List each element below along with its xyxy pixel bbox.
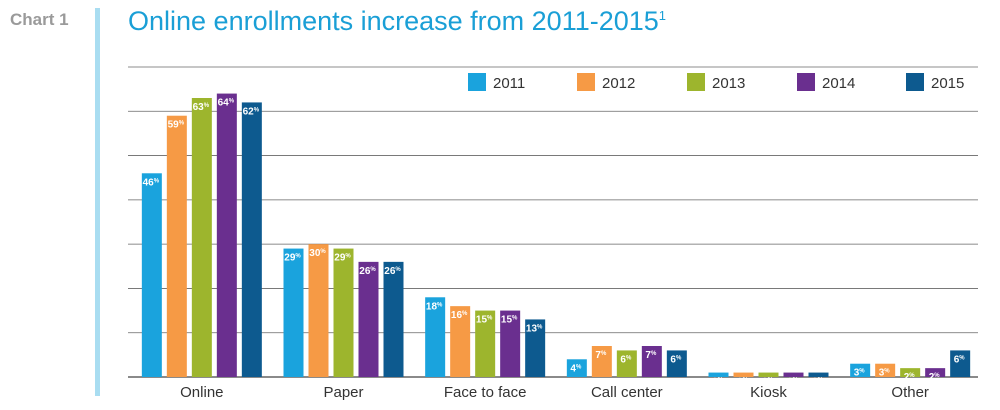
- bar: [900, 368, 921, 377]
- category-labels: Online Paper Face to face Call center Kiosk O…: [180, 384, 929, 401]
- legend-label: 2014: [822, 75, 855, 92]
- bar: [641, 346, 662, 377]
- bar: [666, 350, 687, 377]
- bar-value-label: 1%: [737, 377, 749, 388]
- bar-value-label: 7%: [645, 350, 657, 361]
- bar-value-label: 6%: [620, 354, 632, 365]
- legend-label: 2015: [931, 75, 964, 92]
- category-label: Call center: [591, 384, 663, 401]
- legend-label: 2013: [712, 75, 745, 92]
- bar: [733, 372, 754, 377]
- category-label: Face to face: [444, 384, 527, 401]
- bar-value-label: 62%: [243, 106, 260, 117]
- gridlines: [128, 66, 978, 378]
- bar-value-label: 26%: [359, 266, 376, 277]
- legend: 2011 2012 2013 2014 2015: [468, 73, 964, 92]
- bar: [950, 350, 971, 377]
- bar: [216, 93, 237, 378]
- bar-value-label: 7%: [595, 350, 607, 361]
- bar: [616, 350, 637, 377]
- bar-value-label: 6%: [670, 354, 682, 365]
- legend-swatch: [906, 73, 924, 91]
- chart-title: Online enrollments increase from 2011-20…: [128, 6, 666, 37]
- category-label: Paper: [323, 384, 363, 401]
- bar: [591, 346, 612, 377]
- bar-value-label: 30%: [309, 248, 326, 259]
- bar: [525, 319, 546, 377]
- bar-value-label: 3%: [854, 368, 866, 379]
- category-label: Online: [180, 384, 223, 401]
- bars: 46% 59% 63% 64% 62% 29% 30% 29% 26% 26% 18% 16% 15% 1…: [141, 93, 971, 388]
- bar-value-label: 1%: [787, 377, 799, 388]
- bar: [808, 372, 829, 377]
- legend-swatch: [468, 73, 486, 91]
- bar: [708, 372, 729, 377]
- bar-value-label: 2%: [904, 372, 916, 383]
- legend-swatch: [687, 73, 705, 91]
- legend-label: 2011: [493, 75, 525, 92]
- bar-value-label: 1%: [762, 377, 774, 388]
- bar: [758, 372, 779, 377]
- bar-value-label: 2%: [929, 372, 941, 383]
- bar: [191, 98, 212, 377]
- bar-value-label: 46%: [143, 177, 160, 188]
- bar-value-label: 63%: [193, 102, 210, 113]
- bar-value-label: 59%: [168, 120, 185, 131]
- legend-swatch: [577, 73, 595, 91]
- bar-value-label: 13%: [526, 323, 543, 334]
- chart-title-text: Online enrollments increase from 2011-20…: [128, 6, 659, 36]
- bar-value-label: 3%: [879, 368, 891, 379]
- category-label: Other: [891, 384, 929, 401]
- bar: [500, 310, 521, 377]
- bar-value-label: 4%: [570, 363, 582, 374]
- bar-value-label: 15%: [501, 315, 518, 326]
- bar: [241, 102, 262, 377]
- bar: [925, 368, 946, 377]
- title-footnote: 1: [658, 8, 667, 23]
- bar: [425, 297, 446, 377]
- bar-value-label: 16%: [451, 310, 468, 321]
- bar-value-label: 29%: [284, 253, 301, 264]
- category-label: Kiosk: [750, 384, 787, 401]
- bar-value-label: 15%: [476, 315, 493, 326]
- bar: [333, 248, 354, 377]
- bar: [141, 173, 162, 377]
- bar: [308, 244, 329, 377]
- legend-label: 2012: [602, 75, 635, 92]
- bar: [850, 363, 871, 377]
- bar: [450, 306, 471, 377]
- bar-value-label: 18%: [426, 301, 443, 312]
- bar: [566, 359, 587, 377]
- bar-value-label: 29%: [334, 253, 351, 264]
- bar: [166, 115, 187, 377]
- bar: [358, 261, 379, 377]
- bar-value-label: 1%: [712, 377, 724, 388]
- bar-value-label: 1%: [812, 377, 824, 388]
- bar-value-label: 64%: [218, 98, 235, 109]
- bar-value-label: 26%: [384, 266, 401, 277]
- accent-bar: [95, 8, 100, 396]
- bar: [783, 372, 804, 377]
- bar: [475, 310, 496, 377]
- bar-value-label: 6%: [954, 354, 966, 365]
- chart-number-label: Chart 1: [10, 10, 69, 29]
- bar: [283, 248, 304, 377]
- bar: [875, 363, 896, 377]
- bar: [383, 261, 404, 377]
- legend-swatch: [797, 73, 815, 91]
